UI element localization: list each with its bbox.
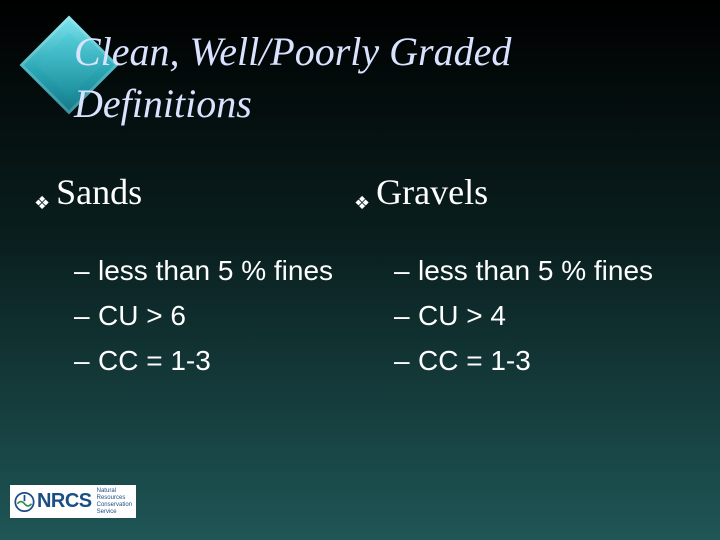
dash-bullet-icon: – — [394, 255, 410, 286]
logo-subtitle: Natural Resources Conservation Service — [96, 487, 132, 515]
sands-column: ❖ Sands – less than 5 % fines – CU > 6 – CC… — [34, 170, 354, 383]
dash-bullet-icon: – — [394, 300, 410, 331]
dash-bullet-icon: – — [74, 255, 90, 286]
list-item: – CC = 1-3 — [354, 338, 674, 383]
nrcs-logo: NRCS Natural Resources Conservation Serv… — [10, 485, 136, 518]
dash-bullet-icon: – — [394, 345, 410, 376]
nrcs-logo-icon — [14, 491, 35, 512]
gravels-heading-row: ❖ Gravels — [354, 170, 674, 226]
sands-list: – less than 5 % fines – CU > 6 – CC = 1-3 — [34, 248, 354, 383]
sands-item-text: CU > 6 — [98, 300, 186, 331]
slide-title: Clean, Well/Poorly Graded Definitions — [74, 29, 512, 126]
diamond-bullet-icon: ❖ — [354, 193, 371, 214]
list-item: – CU > 6 — [34, 293, 354, 338]
list-item: – less than 5 % fines — [34, 248, 354, 293]
gravels-list: – less than 5 % fines – CU > 4 – CC = 1-3 — [354, 248, 674, 383]
gravels-item-text: CU > 4 — [418, 300, 506, 331]
gravels-heading: Gravels — [376, 172, 489, 212]
sands-heading-row: ❖ Sands — [34, 170, 354, 226]
dash-bullet-icon: – — [74, 345, 90, 376]
gravels-item-text: CC = 1-3 — [418, 345, 531, 376]
list-item: – CU > 4 — [354, 293, 674, 338]
logo-wordmark: NRCS — [36, 490, 92, 512]
sands-item-text: less than 5 % fines — [98, 255, 334, 286]
gravels-item-text: less than 5 % fines — [418, 255, 654, 286]
dash-bullet-icon: – — [74, 300, 90, 331]
gravels-column: ❖ Gravels – less than 5 % fines – CU > 4 –… — [354, 170, 674, 383]
sands-item-text: CC = 1-3 — [98, 345, 211, 376]
diamond-bullet-icon: ❖ — [34, 193, 51, 214]
list-item: – less than 5 % fines — [354, 248, 674, 293]
sands-heading: Sands — [56, 172, 143, 212]
list-item: – CC = 1-3 — [34, 338, 354, 383]
